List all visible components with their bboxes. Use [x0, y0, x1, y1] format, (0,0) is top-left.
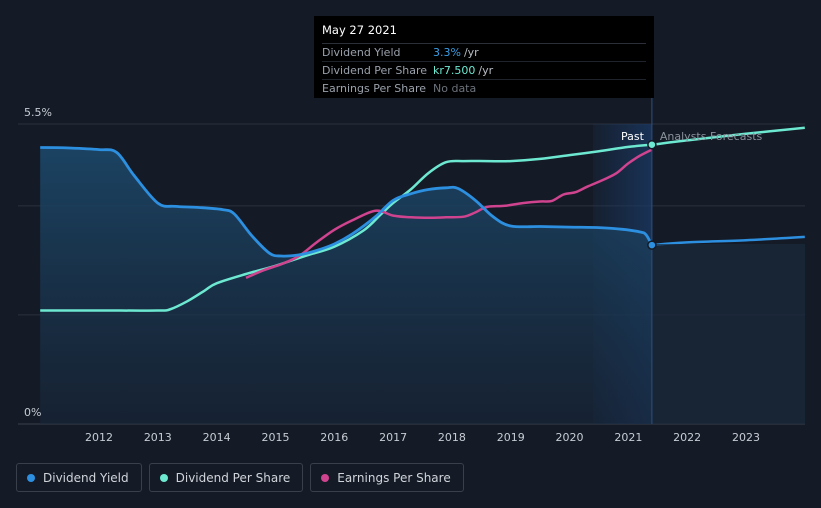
x-tick-label: 2013 — [144, 431, 172, 444]
x-tick-label: 2012 — [85, 431, 113, 444]
earnings-per-share-line — [245, 148, 653, 279]
tooltip-date: May 27 2021 — [322, 23, 646, 44]
legend-label: Earnings Per Share — [337, 470, 451, 485]
dividend-yield-area — [40, 147, 652, 424]
tooltip-label: Dividend Yield — [322, 46, 401, 59]
x-tick-label: 2017 — [379, 431, 407, 444]
legend-dot-icon — [159, 473, 168, 482]
x-tick-label: 2015 — [261, 431, 289, 444]
dividend-per-share-line — [40, 143, 653, 312]
x-tick-label: 2019 — [497, 431, 525, 444]
dividend-per-share-marker[interactable] — [647, 139, 657, 150]
tooltip-label: Dividend Per Share — [322, 64, 428, 77]
tooltip-row-dividend-yield: Dividend Yield 3.3% /yr — [322, 44, 646, 62]
dividend-yield-marker[interactable] — [647, 240, 657, 250]
legend-dividend-per-share[interactable]: Dividend Per Share — [148, 463, 304, 492]
legend-earnings-per-share[interactable]: Earnings Per Share — [310, 463, 464, 492]
analysts-forecasts-label: Analysts Forecasts — [660, 130, 763, 143]
tooltip-label: Earnings Per Share — [322, 82, 427, 95]
dividend-yield-line — [40, 146, 654, 258]
y-axis-ticks: 0% 5.5% — [24, 106, 52, 419]
y-tick-label: 0% — [24, 406, 41, 419]
tooltip-row-earnings-per-share: Earnings Per Share No data — [322, 80, 646, 97]
dividend-yield-forecast-area — [651, 244, 805, 424]
legend-dot-icon — [321, 473, 330, 482]
tooltip-value: 3.3% — [433, 46, 461, 59]
tooltip-row-dividend-per-share: Dividend Per Share kr7.500 /yr — [322, 62, 646, 80]
x-tick-label: 2022 — [673, 431, 701, 444]
tooltip-unit: /yr — [463, 46, 479, 59]
legend-dot-icon — [27, 473, 35, 482]
past-label: Past — [621, 130, 645, 143]
legend-dividend-yield[interactable]: Dividend Yield — [16, 463, 142, 492]
tooltip: May 27 2021 Dividend Yield 3.3% /yr Divi… — [314, 16, 654, 98]
legend-label: Dividend Per Share — [175, 470, 291, 485]
x-tick-label: 2023 — [732, 431, 760, 444]
dividend-yield-forecast-line — [651, 235, 805, 247]
legend-label: Dividend Yield — [43, 470, 129, 485]
x-tick-label: 2021 — [614, 431, 642, 444]
tooltip-value: No data — [433, 82, 477, 95]
x-tick-label: 2018 — [438, 431, 466, 444]
legend: Dividend Yield Dividend Per Share Earnin… — [16, 463, 464, 492]
x-tick-label: 2020 — [556, 431, 584, 444]
dividend-per-share-forecast-line — [651, 126, 805, 146]
y-tick-label: 5.5% — [24, 106, 52, 119]
tooltip-value: kr7.500 — [433, 64, 476, 77]
x-axis-ticks: 2012 2013 2014 2015 2016 2017 2018 2019 2020 2021… — [85, 431, 760, 444]
tooltip-unit: /yr — [478, 64, 494, 77]
x-tick-label: 2016 — [320, 431, 348, 444]
x-tick-label: 2014 — [203, 431, 231, 444]
